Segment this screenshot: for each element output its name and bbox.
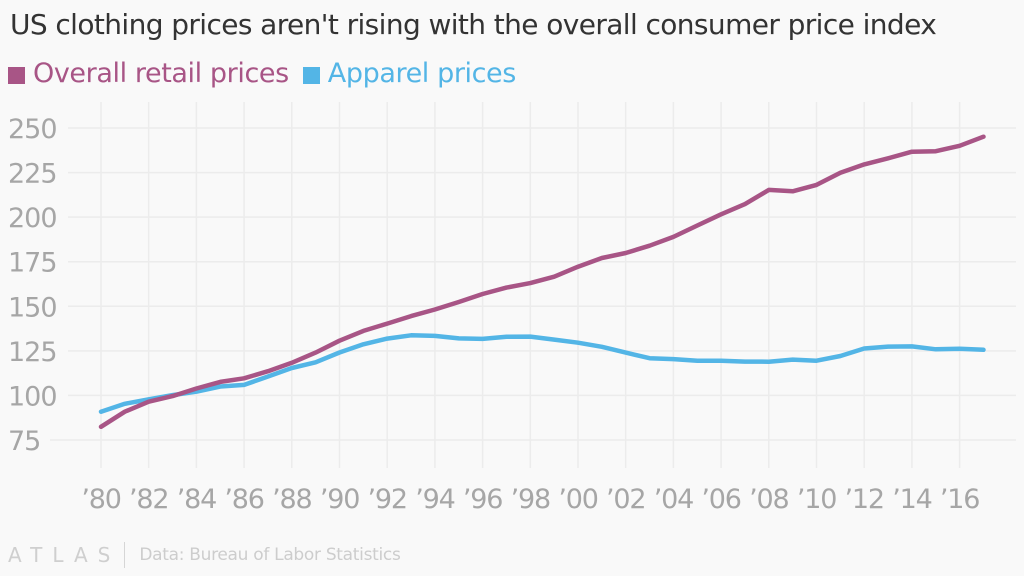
x-tick-label: ’14	[892, 484, 931, 515]
series-line-overall	[98, 134, 986, 430]
x-tick-label: ’80	[81, 484, 120, 515]
y-tick-label: 175	[8, 248, 57, 279]
y-axis-ticks: 75 100 125 150 175 200 225 250	[8, 114, 58, 457]
x-tick-label: ’92	[368, 484, 407, 515]
x-tick-label: ’96	[463, 484, 502, 515]
series-line-apparel	[98, 333, 986, 414]
x-tick-label: ’02	[606, 484, 645, 515]
x-tick-label: ’00	[558, 484, 597, 515]
x-tick-label: ’88	[272, 484, 311, 515]
grid	[50, 102, 1016, 468]
x-tick-label: ’12	[845, 484, 884, 515]
y-tick-label: 100	[8, 381, 57, 412]
x-tick-label: ’10	[797, 484, 836, 515]
x-tick-label: ’90	[320, 484, 359, 515]
x-tick-label: ’86	[224, 484, 263, 515]
legend: Overall retail prices Apparel prices	[8, 58, 530, 89]
legend-item-apparel: Apparel prices	[302, 58, 517, 89]
legend-label-apparel: Apparel prices	[327, 58, 517, 89]
x-tick-label: ’08	[749, 484, 788, 515]
legend-swatch-apparel	[302, 67, 320, 84]
x-tick-label: ’84	[177, 484, 216, 515]
y-tick-label: 125	[8, 337, 57, 368]
x-tick-label: ’98	[511, 484, 550, 515]
x-tick-label: ’16	[940, 484, 979, 515]
y-tick-label: 150	[8, 292, 57, 323]
y-tick-label: 200	[8, 203, 57, 234]
x-tick-label: ’06	[701, 484, 740, 515]
legend-item-overall: Overall retail prices	[8, 58, 289, 89]
legend-label-overall: Overall retail prices	[33, 58, 289, 89]
series-lines	[98, 134, 986, 430]
chart-title: US clothing prices aren't rising with th…	[10, 8, 937, 41]
y-tick-label: 75	[8, 426, 40, 457]
footer-divider	[124, 542, 126, 568]
data-source: Data: Bureau of Labor Statistics	[139, 545, 401, 565]
x-tick-label: ’04	[654, 484, 693, 515]
legend-swatch-overall	[8, 67, 25, 84]
x-axis-ticks: ’80 ’82 ’84 ’86 ’88 ’90 ’92 ’94 ’96 ’98 ’00 ’02 ’04 ’…	[81, 484, 980, 515]
y-tick-label: 250	[8, 114, 57, 145]
x-tick-label: ’94	[415, 484, 454, 515]
x-tick-label: ’82	[129, 484, 168, 515]
atlas-logo: ATLAS	[8, 543, 121, 567]
footer: ATLAS Data: Bureau of Labor Statistics	[8, 542, 401, 568]
y-tick-label: 225	[8, 159, 57, 190]
